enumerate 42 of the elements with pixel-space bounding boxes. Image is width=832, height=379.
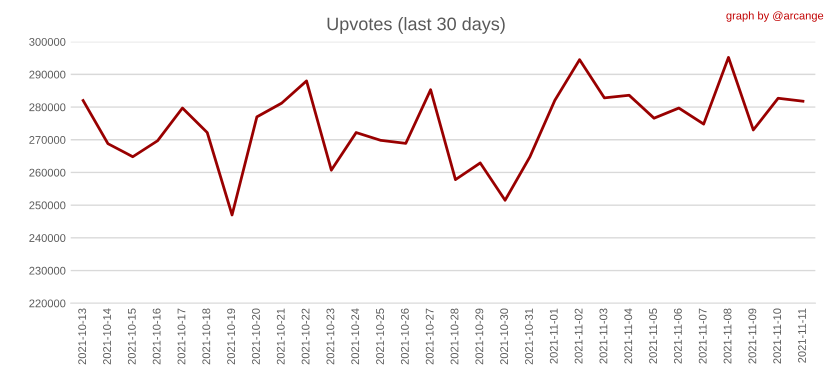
x-tick-label: 2021-11-01 <box>550 308 558 364</box>
x-tick-label: 2021-10-23 <box>326 308 334 364</box>
x-tick-label: 2021-10-30 <box>500 308 508 364</box>
y-tick-label: 230000 <box>29 266 66 275</box>
x-tick-label: 2021-10-25 <box>376 308 384 364</box>
y-tick-label: 270000 <box>29 136 66 144</box>
x-tick-label: 2021-10-15 <box>128 308 136 364</box>
y-tick-label: 250000 <box>29 201 66 210</box>
x-tick-label: 2021-11-04 <box>624 308 632 364</box>
x-tick-label: 2021-11-09 <box>748 308 756 364</box>
y-tick-label: 280000 <box>29 103 66 112</box>
y-tick-label: 220000 <box>29 299 66 308</box>
y-tick-label: 290000 <box>29 70 66 79</box>
y-tick-label: 260000 <box>29 168 66 177</box>
y-tick-label: 300000 <box>29 38 66 46</box>
x-tick-label: 2021-11-02 <box>574 308 583 364</box>
x-tick-label: 2021-10-14 <box>103 308 111 364</box>
x-tick-label: 2021-11-05 <box>649 308 658 364</box>
x-tick-label: 2021-10-19 <box>227 308 236 364</box>
x-tick-label: 2021-10-29 <box>475 308 484 364</box>
x-tick-label: 2021-11-06 <box>674 308 682 364</box>
x-tick-label: 2021-10-17 <box>178 308 186 364</box>
x-tick-label: 2021-10-27 <box>426 308 434 364</box>
x-tick-label: 2021-11-03 <box>599 308 608 364</box>
x-tick-label: 2021-10-28 <box>450 308 458 364</box>
y-tick-label: 240000 <box>29 234 66 242</box>
line-series <box>82 56 804 216</box>
x-tick-label: 2021-10-16 <box>152 308 161 364</box>
x-tick-label: 2021-10-26 <box>400 308 409 364</box>
x-tick-label: 2021-10-22 <box>302 308 310 364</box>
x-tick-label: 2021-10-31 <box>525 308 533 364</box>
x-tick-label: 2021-11-11 <box>798 308 806 363</box>
x-tick-label: 2021-10-21 <box>276 308 285 364</box>
x-tick-label: 2021-11-10 <box>773 308 782 364</box>
text: graph by @arcange <box>726 11 824 22</box>
x-tick-label: 2021-10-20 <box>252 308 260 364</box>
x-tick-label: 2021-10-13 <box>78 308 86 364</box>
chart-title: Upvotes (last 30 days) <box>328 17 505 34</box>
x-tick-label: 2021-11-08 <box>724 308 732 364</box>
x-tick-label: 2021-10-24 <box>351 308 360 364</box>
x-tick-label: 2021-10-18 <box>202 308 210 364</box>
x-tick-label: 2021-11-07 <box>698 308 707 364</box>
